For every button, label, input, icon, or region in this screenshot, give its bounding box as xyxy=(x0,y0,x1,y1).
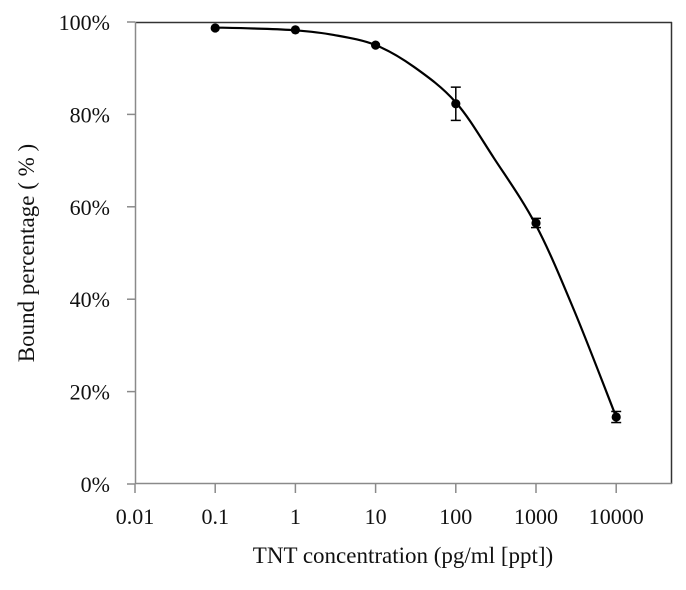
data-point-marker xyxy=(531,218,541,228)
data-point-marker xyxy=(210,23,220,33)
x-tick-label: 100 xyxy=(439,504,472,529)
data-point xyxy=(611,410,622,424)
y-axis-title: Bound percentage ( % ) xyxy=(14,144,39,362)
x-tick-label: 1 xyxy=(290,504,301,529)
data-points xyxy=(210,23,622,424)
y-tick-label: 0% xyxy=(81,472,110,497)
x-axis-title: TNT concentration (pg/ml [ppt]) xyxy=(253,543,553,568)
y-tick-label: 80% xyxy=(70,102,110,127)
fitted-curve-line xyxy=(215,26,618,418)
x-tick-label: 10 xyxy=(365,504,387,529)
data-point-marker xyxy=(290,25,300,35)
x-tick-label: 1000 xyxy=(514,504,558,529)
x-tick-label: 0.1 xyxy=(201,504,229,529)
data-point xyxy=(450,86,461,122)
data-point xyxy=(290,25,300,35)
data-point-marker xyxy=(451,99,461,109)
data-point xyxy=(531,217,541,229)
x-tick-label: 0.01 xyxy=(116,504,155,529)
data-point xyxy=(210,23,220,33)
y-tick-label: 20% xyxy=(70,380,110,405)
fitted-curve xyxy=(215,26,618,418)
data-point-marker xyxy=(371,40,381,50)
y-tick-label: 100% xyxy=(59,10,110,35)
data-point xyxy=(371,40,381,50)
x-tick-label: 10000 xyxy=(589,504,644,529)
plot-area xyxy=(134,21,673,485)
x-axis-ticks: 0.01 0.1 1 10 100 1000 10000 xyxy=(116,484,644,529)
y-tick-label: 60% xyxy=(70,195,110,220)
data-point-marker xyxy=(611,412,621,422)
y-tick-label: 40% xyxy=(70,287,110,312)
y-axis-ticks: 0% 20% 40% 60% 80% 100% xyxy=(59,10,135,497)
